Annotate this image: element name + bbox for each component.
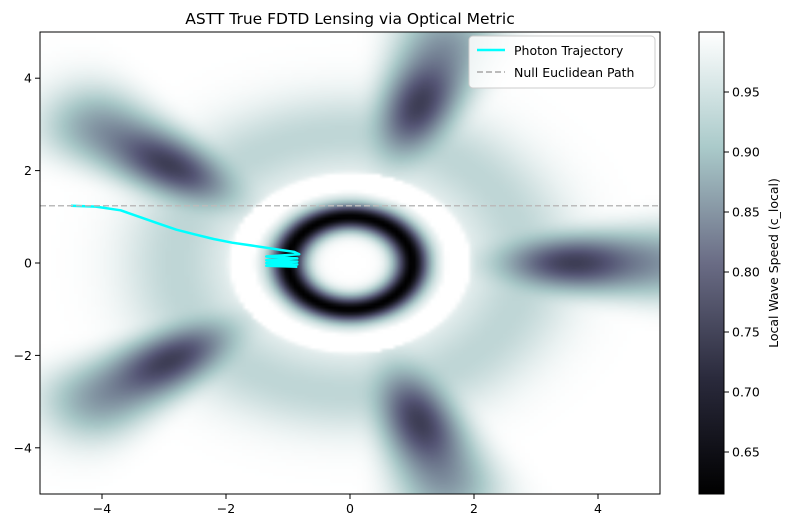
y-tick-label: 4 [24,71,32,86]
colorbar-tick-label: 0.70 [732,385,760,400]
x-tick-label: 0 [346,501,354,516]
legend-label-null: Null Euclidean Path [514,65,634,80]
colorbar-tick-label: 0.90 [732,145,760,160]
colorbar-label: Local Wave Speed (c_local) [766,178,781,348]
legend: Photon Trajectory Null Euclidean Path [468,35,656,89]
heatmap-field [40,32,660,494]
photon-trajectory-line [70,204,301,268]
x-axis: −4 −2 0 2 4 [93,494,602,516]
legend-label-photon: Photon Trajectory [514,43,624,58]
x-tick-label: 4 [594,501,602,516]
series-layer [40,204,660,268]
colorbar-tick-label: 0.95 [732,85,760,100]
plot-area: −4 −2 0 2 4 −4 −2 0 2 4 [14,31,661,516]
y-tick-label: 2 [24,163,32,178]
y-axis: −4 −2 0 2 4 [14,71,40,455]
colorbar: 0.65 0.70 0.75 0.80 0.85 0.90 0.95 Local Wave … [698,31,781,495]
x-tick-label: −2 [217,501,235,516]
y-tick-label: −4 [14,440,32,455]
colorbar-tick-label: 0.80 [732,265,760,280]
colorbar-tick-label: 0.85 [732,205,760,220]
y-tick-label: −2 [14,348,32,363]
chart-title: ASTT True FDTD Lensing via Optical Metri… [185,10,515,28]
x-tick-label: 2 [470,501,478,516]
x-tick-label: −4 [93,501,111,516]
colorbar-gradient [698,31,725,495]
colorbar-tick-label: 0.75 [732,325,760,340]
legend-frame [468,35,656,89]
colorbar-tick-label: 0.65 [732,445,760,460]
colorbar-ticks: 0.65 0.70 0.75 0.80 0.85 0.90 0.95 [724,85,760,460]
y-tick-label: 0 [24,256,32,271]
